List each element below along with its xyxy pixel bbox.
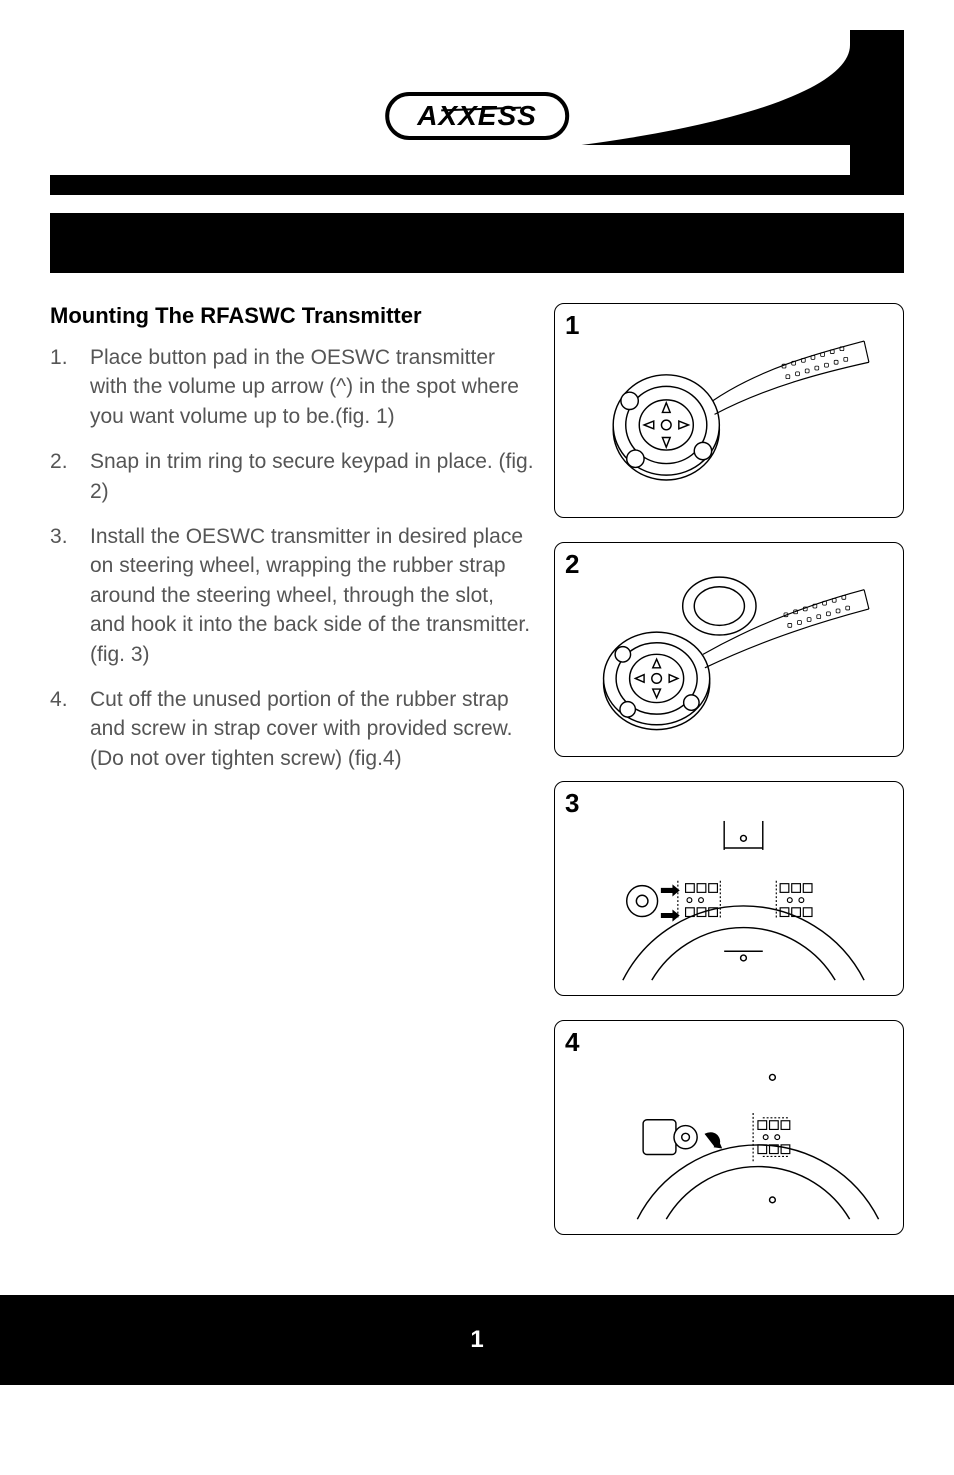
steering-wheel-diagram-3	[565, 792, 893, 985]
instruction-step: Place button pad in the OESWC transmitte…	[50, 343, 534, 431]
footer-band: 1	[0, 1295, 954, 1385]
brand-badge: AXXESS	[385, 92, 569, 140]
figure-4: 4	[554, 1020, 904, 1235]
steering-wheel-diagram-4	[565, 1031, 893, 1224]
figure-1: 1	[554, 303, 904, 518]
instructions-column: Mounting The RFASWC Transmitter Place bu…	[50, 303, 534, 1235]
header-band: AXXESS	[50, 30, 904, 195]
figure-2: 2	[554, 542, 904, 757]
transmitter-diagram-2	[565, 553, 893, 746]
figure-number: 4	[565, 1027, 579, 1058]
instruction-step: Cut off the unused portion of the rubber…	[50, 685, 534, 773]
section-title: Mounting The RFASWC Transmitter	[50, 303, 534, 329]
figures-column: 1	[554, 303, 904, 1235]
content-area: Mounting The RFASWC Transmitter Place bu…	[50, 303, 904, 1235]
instruction-list: Place button pad in the OESWC transmitte…	[50, 343, 534, 773]
figure-number: 1	[565, 310, 579, 341]
sub-header-band	[50, 213, 904, 273]
transmitter-diagram-1	[565, 314, 893, 507]
instruction-step: Install the OESWC transmitter in desired…	[50, 522, 534, 669]
brand-text: AXXESS	[417, 100, 537, 131]
instruction-step: Snap in trim ring to secure keypad in pl…	[50, 447, 534, 506]
page-number: 1	[470, 1326, 483, 1354]
figure-number: 2	[565, 549, 579, 580]
figure-number: 3	[565, 788, 579, 819]
figure-3: 3	[554, 781, 904, 996]
